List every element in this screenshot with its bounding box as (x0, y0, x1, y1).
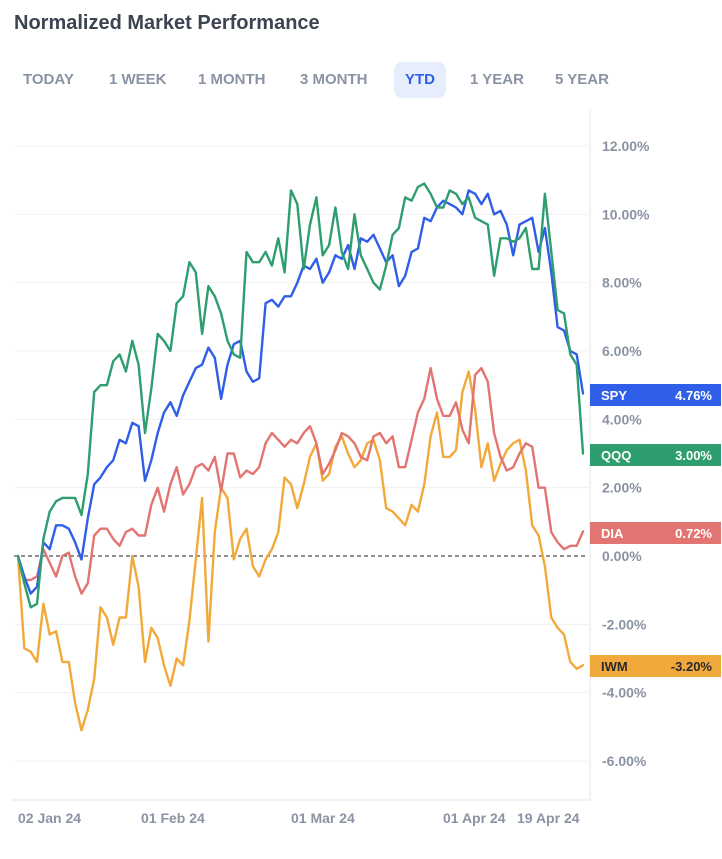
y-tick-label: 8.00% (602, 275, 642, 291)
y-tick-label: 0.00% (602, 548, 642, 564)
series-lines (16, 182, 585, 732)
badge-series-name: IWM (601, 659, 628, 674)
badge-series-value: -3.20% (671, 659, 713, 674)
x-tick-label: 01 Apr 24 (443, 810, 506, 826)
y-tick-label: 6.00% (602, 343, 642, 359)
y-tick-label: 10.00% (602, 206, 650, 222)
badge-spy: SPY 4.76% (590, 384, 721, 406)
tab-today[interactable]: TODAY (23, 71, 74, 88)
series-line-spy (16, 189, 585, 595)
series-line-qqq (16, 182, 585, 609)
y-tick-label: 2.00% (602, 480, 642, 496)
tab-1-month[interactable]: 1 MONTH (198, 71, 266, 88)
x-tick-label: 01 Mar 24 (291, 810, 355, 826)
badge-background (590, 444, 721, 466)
badge-background (590, 655, 721, 677)
page-title: Normalized Market Performance (14, 12, 320, 34)
y-tick-label: -2.00% (602, 616, 647, 632)
grid-lines (14, 145, 588, 762)
performance-line-chart: 12.00% 10.00% 8.00% 6.00% 4.00% 2.00% 0.00% -2.… (12, 110, 721, 826)
badge-series-value: 4.76% (675, 388, 712, 403)
badge-background (590, 522, 721, 544)
tab-1-year[interactable]: 1 YEAR (470, 71, 524, 88)
badge-series-value: 3.00% (675, 448, 712, 463)
badge-series-name: DIA (601, 526, 624, 541)
series-line-dia (16, 366, 585, 595)
badge-series-name: QQQ (601, 448, 631, 463)
badge-background (590, 384, 721, 406)
y-axis-ticks: 12.00% 10.00% 8.00% 6.00% 4.00% 2.00% 0.00% -2.… (602, 138, 650, 769)
series-badges: SPY 4.76% QQQ 3.00% DIA 0.72% IWM -3.20% (590, 384, 721, 677)
x-tick-label: 19 Apr 24 (517, 810, 580, 826)
y-tick-label: -6.00% (602, 753, 647, 769)
badge-series-name: SPY (601, 388, 627, 403)
badge-dia: DIA 0.72% (590, 522, 721, 544)
badge-series-value: 0.72% (675, 526, 712, 541)
tab-1-week[interactable]: 1 WEEK (109, 71, 167, 88)
y-tick-label: -4.00% (602, 685, 647, 701)
badge-iwm: IWM -3.20% (590, 655, 721, 677)
x-tick-label: 01 Feb 24 (141, 810, 205, 826)
x-tick-label: 02 Jan 24 (18, 810, 81, 826)
tab-3-month[interactable]: 3 MONTH (300, 71, 368, 88)
x-axis-ticks: 02 Jan 24 01 Feb 24 01 Mar 24 01 Apr 24 19 A… (18, 810, 580, 826)
tab-5-year[interactable]: 5 YEAR (555, 71, 609, 88)
badge-qqq: QQQ 3.00% (590, 444, 721, 466)
y-tick-label: 4.00% (602, 411, 642, 427)
series-line-iwm (16, 370, 585, 732)
y-tick-label: 12.00% (602, 138, 650, 154)
tab-ytd[interactable]: YTD (394, 62, 446, 98)
